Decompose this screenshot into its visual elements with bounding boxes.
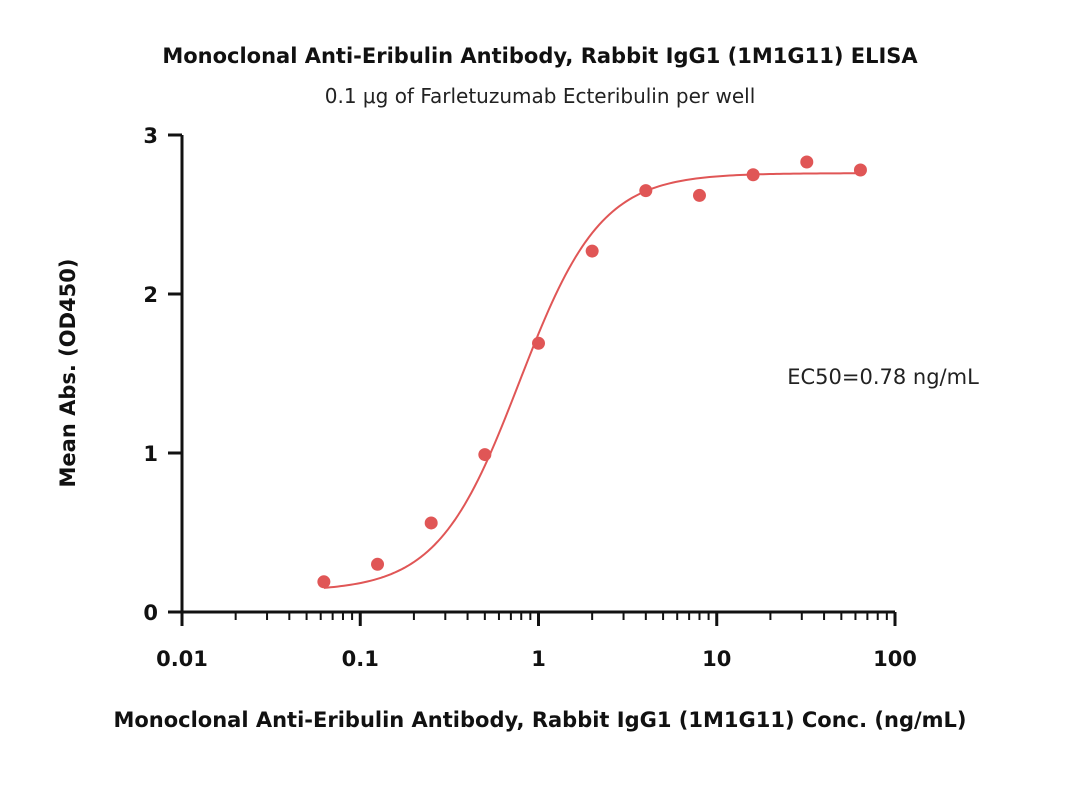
data-point (800, 155, 814, 169)
x-tick-label: 0.01 (156, 647, 208, 671)
data-points-layer (317, 155, 867, 589)
x-tick-label: 1 (531, 647, 546, 671)
fit-curve-layer (323, 172, 861, 589)
chart-title: Monoclonal Anti-Eribulin Antibody, Rabbi… (162, 44, 918, 68)
fit-curve (323, 172, 861, 589)
data-point (317, 575, 331, 589)
data-point (746, 168, 760, 182)
data-point (853, 163, 867, 177)
data-point (692, 188, 706, 202)
y-tick-label: 2 (143, 283, 158, 307)
axes: 0.01 0.1 1 10 100 0 1 2 3 (143, 124, 917, 671)
data-point (424, 516, 438, 530)
y-tick-label: 3 (143, 124, 158, 148)
data-point (585, 244, 599, 258)
y-axis-label: Mean Abs. (OD450) (56, 259, 80, 488)
y-tick-label: 1 (143, 442, 158, 466)
x-axis-label: Monoclonal Anti-Eribulin Antibody, Rabbi… (113, 708, 966, 732)
ec50-annotation: EC50=0.78 ng/mL (787, 365, 979, 389)
data-point (371, 557, 385, 571)
chart-subtitle: 0.1 μg of Farletuzumab Ecteribulin per w… (325, 84, 756, 108)
x-tick-label: 100 (873, 647, 917, 671)
x-tick-label: 10 (702, 647, 731, 671)
data-point (639, 184, 653, 198)
data-point (532, 336, 545, 350)
data-point (478, 448, 492, 462)
x-tick-label: 0.1 (342, 647, 379, 671)
y-tick-label: 0 (143, 601, 158, 625)
